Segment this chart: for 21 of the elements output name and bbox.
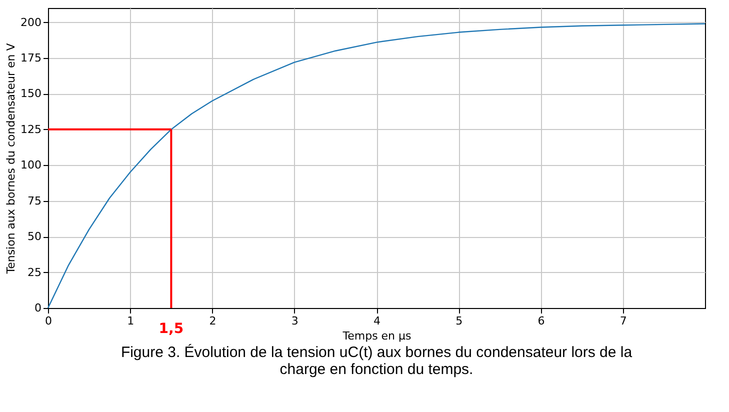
y-tick-label: 125	[20, 122, 42, 136]
x-tick-label: 3	[291, 314, 298, 328]
ref-line-label: 1,5	[158, 321, 184, 337]
x-tick-label: 4	[374, 314, 380, 328]
x-tick-label: 7	[620, 314, 627, 328]
y-tick-label: 150	[20, 87, 42, 100]
y-tick-label: 175	[20, 52, 42, 64]
caption: Figure 3. Évolution de la tension uC(t) aux bornes du condensateur lors de la charge en fonction du temps.	[120, 343, 633, 378]
x-tick-label: 2	[209, 314, 216, 328]
x-tick-label: 5	[456, 314, 463, 328]
x-tick-label: 0	[45, 314, 52, 328]
x-tick-label: 1	[127, 314, 134, 328]
x-tick-label: 6	[538, 314, 545, 328]
y-tick-label: 25	[28, 266, 42, 279]
y-axis-title: Tension aux bornes du condensateur en V	[4, 42, 18, 275]
y-tick-label: 0	[34, 302, 42, 314]
y-tick-label: 100	[20, 158, 42, 172]
y-tick-label: 75	[28, 194, 42, 208]
y-tick-label: 200	[20, 16, 42, 29]
x-axis-title: Temps en µs	[342, 330, 412, 342]
y-tick-label: 50	[28, 230, 42, 244]
